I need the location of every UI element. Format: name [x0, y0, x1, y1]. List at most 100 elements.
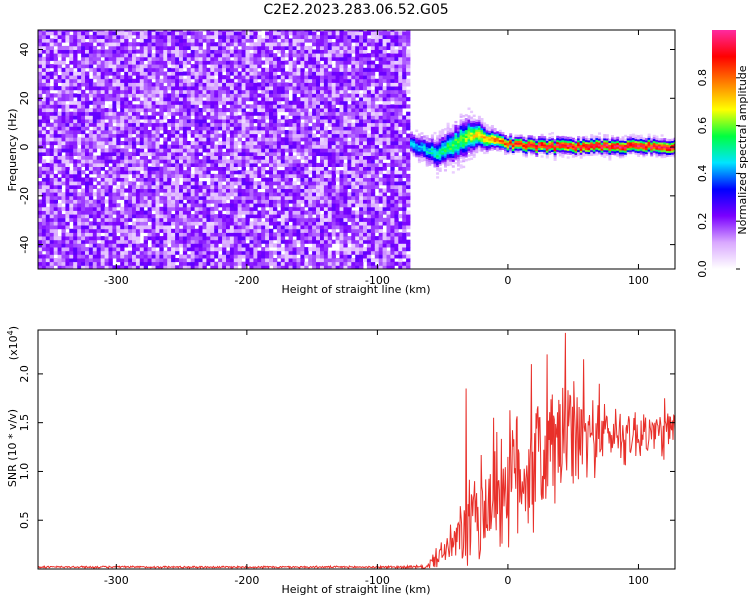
spectrogram-cell	[38, 155, 43, 160]
spectrogram-cell	[96, 188, 101, 193]
spectrogram-cell	[210, 177, 215, 182]
spectrogram-cell	[49, 64, 54, 69]
spectrogram-cell	[276, 30, 282, 32]
spectrogram-cell	[300, 53, 305, 58]
spectrogram-cell	[351, 78, 356, 83]
spectrogram-cell	[108, 144, 113, 149]
spectrogram-cell	[186, 170, 192, 175]
spectrogram-cell	[241, 97, 246, 102]
spectrogram-cell	[128, 188, 133, 193]
spectrogram-cell	[331, 221, 336, 226]
spectrogram-cell	[116, 67, 121, 72]
spectrogram-cell	[61, 53, 66, 58]
spectrogram-cell	[85, 250, 90, 255]
spectrogram-cell	[194, 188, 199, 193]
spectrogram-cell	[147, 258, 152, 263]
spectrogram-cell	[292, 71, 297, 76]
spectrogram-cell	[108, 130, 113, 135]
spectrogram-cell	[163, 173, 168, 178]
spectrogram-cell	[69, 104, 74, 109]
spectrogram-cell	[112, 192, 117, 197]
spectrogram-cell	[198, 31, 203, 36]
spectrogram-cell	[218, 78, 223, 83]
spectrogram-cell	[265, 261, 270, 266]
spectrogram-cell	[355, 126, 360, 131]
spectrogram-cell	[190, 53, 195, 58]
spectrogram-cell	[226, 254, 231, 259]
spectrogram-cell	[85, 49, 90, 54]
spectrogram-cell	[265, 199, 270, 204]
spectrogram-cell	[73, 166, 78, 171]
spectrogram-cell	[284, 31, 289, 36]
spectrogram-cell	[81, 89, 86, 94]
spectrogram-cell	[116, 195, 121, 200]
spectrogram-cell	[320, 71, 325, 76]
spectrogram-cell	[296, 111, 301, 116]
spectrogram-cell	[292, 206, 297, 211]
spectrogram-cell	[41, 188, 47, 193]
spectrogram-cell	[210, 93, 215, 98]
spectrogram-cell	[241, 225, 246, 230]
spectrogram-cell	[194, 34, 199, 39]
spectrogram-cell	[182, 78, 188, 83]
spectrogram-cell	[112, 177, 117, 182]
spectrogram-cell	[339, 203, 344, 208]
spectrogram-cell	[304, 247, 309, 252]
spectrogram-cell	[202, 214, 207, 219]
spectrogram-cell	[312, 111, 317, 116]
spectrogram-cell	[214, 228, 219, 233]
spectrogram-cell	[233, 71, 239, 76]
spectrogram-cell	[49, 166, 54, 171]
spectrogram-cell	[65, 148, 70, 153]
spectrogram-cell	[171, 148, 176, 153]
spectrogram-cell	[155, 89, 160, 94]
spectrogram-cell	[265, 243, 270, 248]
spectrogram-cell	[304, 151, 309, 156]
spectrogram-cell	[280, 203, 286, 208]
spectrogram-cell	[335, 141, 340, 146]
spectrogram-cell	[339, 141, 344, 146]
spectrogram-cell	[316, 78, 321, 83]
spectrogram-cell	[288, 232, 293, 237]
spectrogram-cell	[69, 170, 74, 175]
spectrogram-cell	[339, 122, 344, 127]
spectrogram-cell	[179, 89, 184, 94]
spectrogram-cell	[81, 170, 86, 175]
spectrogram-cell	[128, 210, 133, 215]
spectrogram-cell	[327, 45, 333, 50]
spectrogram-cell	[327, 144, 333, 149]
spectrogram-cell	[45, 192, 51, 197]
spectrogram-cell	[210, 155, 215, 160]
spectrogram-cell	[347, 184, 352, 189]
spectrogram-cell	[288, 210, 293, 215]
spectrogram-cell	[104, 86, 109, 91]
spectrogram-cell	[316, 184, 321, 189]
spectrogram-cell	[81, 130, 86, 135]
spectrogram-cell	[147, 38, 152, 43]
spectrogram-cell	[222, 170, 227, 175]
spectrogram-cell	[241, 82, 246, 87]
spectrogram-cell	[73, 133, 78, 138]
spectrogram-cell	[335, 155, 340, 160]
spectrogram-cell	[355, 56, 360, 61]
spectrogram-cell	[284, 217, 289, 222]
spectrogram-cell	[116, 38, 121, 43]
spectrogram-cell	[96, 53, 101, 58]
spectrogram-cell	[273, 38, 278, 43]
spectrogram-cell	[320, 86, 325, 91]
spectrogram-cell	[359, 221, 364, 226]
spectrogram-cell	[245, 206, 250, 211]
spectrogram-cell	[202, 86, 207, 91]
spectrogram-cell	[351, 203, 356, 208]
spectrogram-cell	[355, 254, 360, 259]
spectrogram-cell	[108, 34, 113, 39]
spectrogram-cell	[323, 184, 329, 189]
spectrogram-cell	[151, 159, 156, 164]
spectrogram-cell	[194, 64, 199, 69]
spectrogram-cell	[85, 173, 90, 178]
spectrogram-cell	[233, 133, 239, 138]
spectrogram-cell	[292, 221, 297, 226]
spectrogram-cell	[182, 86, 188, 91]
spectrogram-cell	[339, 199, 344, 204]
spectrogram-cell	[120, 217, 125, 222]
